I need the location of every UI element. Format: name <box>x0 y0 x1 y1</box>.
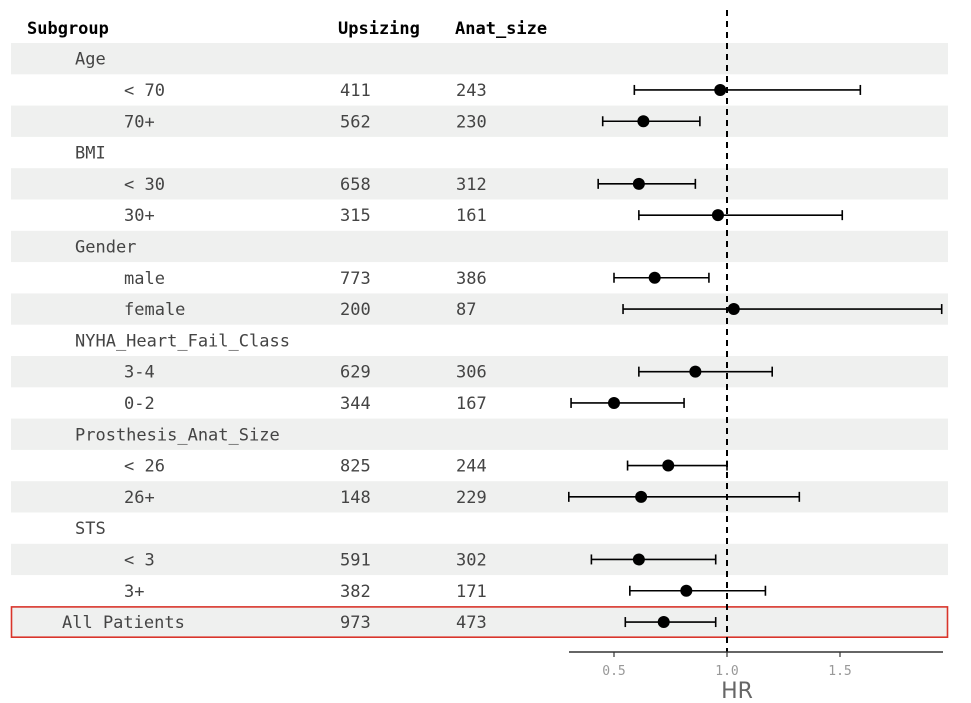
row-band <box>11 356 948 388</box>
anat-size-value: 229 <box>456 488 487 508</box>
subgroup-label: male <box>124 269 165 289</box>
anat-size-value: 302 <box>456 550 487 570</box>
upsizing-value: 825 <box>340 457 371 477</box>
upsizing-value: 315 <box>340 206 371 226</box>
hr-point <box>727 303 740 316</box>
hr-point <box>680 584 693 597</box>
subgroup-label: 3-4 <box>124 363 155 383</box>
anat-size-value: 244 <box>456 457 487 477</box>
hr-point <box>657 616 670 629</box>
hr-point <box>662 459 675 472</box>
subgroup-label: female <box>124 300 185 320</box>
hr-point <box>632 177 645 190</box>
row-band <box>11 418 948 450</box>
subgroup-label: 70+ <box>124 112 155 132</box>
upsizing-value: 148 <box>340 488 371 508</box>
upsizing-value: 562 <box>340 112 371 132</box>
row-band <box>11 105 948 137</box>
subgroup-label: NYHA_Heart_Fail_Class <box>75 331 290 351</box>
anat-size-value: 312 <box>456 175 487 195</box>
anat-size-value: 473 <box>456 613 487 633</box>
subgroup-label: < 70 <box>124 81 165 101</box>
header-anat-size: Anat_size <box>455 19 547 39</box>
hr-point <box>711 209 724 222</box>
hr-point <box>689 365 702 378</box>
anat-size-value: 167 <box>456 394 487 414</box>
hr-point <box>635 490 648 503</box>
subgroup-label: BMI <box>75 144 106 164</box>
row-band <box>11 230 948 263</box>
hr-point <box>632 553 645 566</box>
upsizing-value: 344 <box>340 394 371 414</box>
hr-point <box>648 271 661 284</box>
subgroup-label: < 3 <box>124 550 155 570</box>
x-axis-label: HR <box>721 679 753 703</box>
row-band <box>11 43 948 75</box>
row-labels: Age < 70 411 243 70+ 562 230 BMI < 30 658 312 30+ 31… <box>62 50 487 633</box>
row-band <box>11 606 948 638</box>
subgroup-label: Prosthesis_Anat_Size <box>75 425 280 445</box>
upsizing-value: 200 <box>340 300 371 320</box>
subgroup-label: Gender <box>75 237 136 257</box>
hr-point <box>608 396 620 409</box>
anat-size-value: 171 <box>456 582 487 602</box>
subgroup-label: 3+ <box>124 582 144 602</box>
subgroup-label: All Patients <box>62 613 185 633</box>
anat-size-value: 87 <box>456 300 476 320</box>
highlight-box <box>10 606 949 639</box>
upsizing-value: 773 <box>340 269 371 289</box>
x-tick-label: 1.0 <box>715 664 738 679</box>
header-upsizing: Upsizing <box>338 19 420 39</box>
column-headers: Subgroup Upsizing Anat_size <box>27 19 547 39</box>
hr-point <box>714 83 727 96</box>
upsizing-value: 382 <box>340 582 371 602</box>
subgroup-label: < 26 <box>124 457 165 477</box>
anat-size-value: 306 <box>456 363 487 383</box>
anat-size-value: 230 <box>456 112 487 132</box>
anat-size-value: 386 <box>456 269 487 289</box>
header-subgroup: Subgroup <box>27 19 109 39</box>
subgroup-label: < 30 <box>124 175 165 195</box>
anat-size-value: 243 <box>456 81 487 101</box>
subgroup-label: 0-2 <box>124 394 155 414</box>
x-tick-label: 0.5 <box>602 664 625 679</box>
upsizing-value: 658 <box>340 175 371 195</box>
row-bands <box>10 43 949 639</box>
subgroup-label: 30+ <box>124 206 155 226</box>
upsizing-value: 591 <box>340 550 371 570</box>
x-tick-label: 1.5 <box>828 664 851 679</box>
row-band <box>11 168 948 200</box>
upsizing-value: 973 <box>340 613 371 633</box>
subgroup-label: Age <box>75 50 106 70</box>
row-band <box>11 543 948 576</box>
subgroup-label: 26+ <box>124 488 155 508</box>
x-axis: 0.5 1.0 1.5 <box>569 651 943 679</box>
upsizing-value: 411 <box>340 81 371 101</box>
upsizing-value: 629 <box>340 363 371 383</box>
hr-point <box>637 115 650 128</box>
confidence-intervals <box>567 83 943 629</box>
anat-size-value: 161 <box>456 206 487 226</box>
subgroup-label: STS <box>75 519 106 539</box>
